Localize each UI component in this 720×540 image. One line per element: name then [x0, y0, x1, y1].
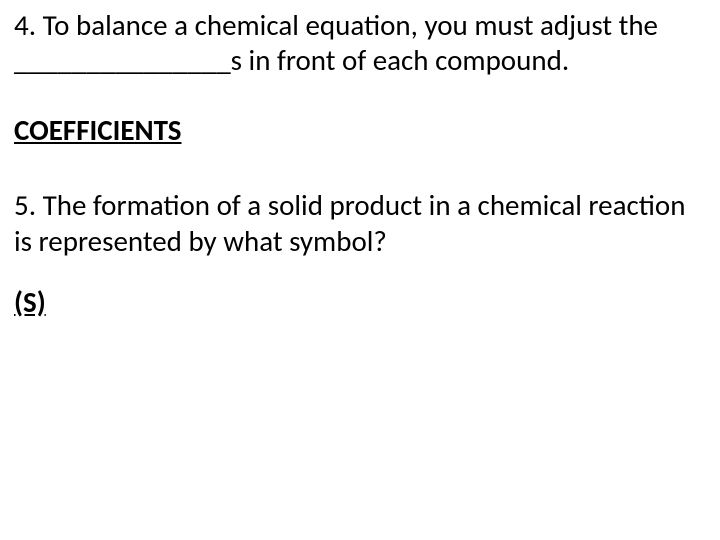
answer-5-text: (S) — [14, 285, 706, 320]
answer-4-text: COEFFICIENTS — [14, 113, 706, 148]
worksheet-page: 4. To balance a chemical equation, you m… — [0, 0, 720, 540]
question-5-text: 5. The formation of a solid product in a… — [14, 188, 706, 259]
question-4-text: 4. To balance a chemical equation, you m… — [14, 8, 706, 79]
